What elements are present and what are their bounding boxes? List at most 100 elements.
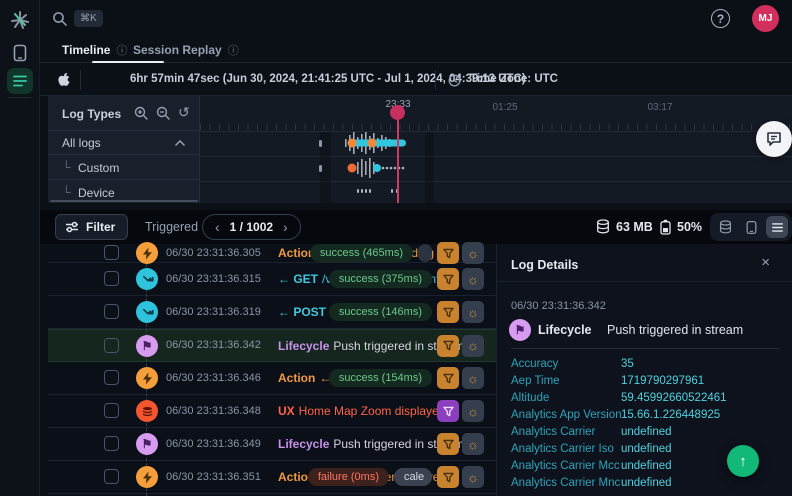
row-checkbox[interactable] [104,337,119,353]
timeline-row-custom[interactable]: └ Custom [48,156,199,180]
log-row[interactable]: 06/30 23:31:36.319 ← POST/v1/profile/tas… [48,296,496,329]
scroll-to-top-button[interactable]: ↑ [727,445,759,477]
speech-bubble-icon [767,132,781,146]
log-timestamp: 06/30 23:31:36.351 [166,470,261,483]
log-row[interactable]: 06/30 23:31:36.315 ← GET/v1/last-mile/re… [48,263,496,296]
row-checkbox[interactable] [104,436,119,451]
log-settings-button[interactable]: ☼ [462,242,484,264]
field-value: undefined [621,443,672,455]
log-row[interactable]: 06/30 23:31:36.351 Action← Read Calendar… [48,461,496,494]
field-key: Altitude [511,392,550,404]
row-label: Device [78,186,115,200]
starburst-logo-icon [11,11,29,29]
battery-level: 50% [660,219,702,235]
sidebar-divider [8,97,31,98]
search-shortcut-badge[interactable]: ⌘K [74,10,103,27]
feedback-chat-button[interactable] [756,121,792,157]
log-row[interactable]: 06/30 23:31:36.348 UX Home Map Zoom displ… [48,395,496,428]
filter-by-log-button[interactable] [437,268,459,290]
detail-field: Analytics Carrier Mnc undefined [511,477,779,494]
zoom-in-button[interactable] [134,106,150,122]
phone-icon [13,44,27,62]
log-message: UX Home Map Zoom displayed [278,404,446,418]
network-log-icon [136,268,158,290]
close-icon[interactable]: × [761,254,770,271]
timeline-row-device[interactable]: └ Device [48,181,199,203]
field-key: Analytics Carrier Mnc [511,477,621,489]
zoom-out-button[interactable] [156,106,172,122]
filter-button-label: Filter [86,220,116,234]
app-logo [7,7,33,33]
row-checkbox[interactable] [104,403,119,418]
detail-field: Altitude 59.45992660522461 [511,392,779,409]
network-log-icon [136,301,158,323]
user-avatar[interactable]: MJ [752,5,779,32]
view-toggle-list[interactable] [766,216,788,238]
next-page-button[interactable]: › [283,219,288,235]
field-value: 59.45992660522461 [621,392,727,404]
view-toggle-device[interactable] [740,216,762,238]
field-key: Analytics Carrier Iso [511,443,614,455]
field-value: 35 [621,358,634,370]
log-message: Lifecycle Push triggered in stream [278,338,465,353]
log-row[interactable]: 06/30 23:31:36.305 Action← Map Style Loa… [48,242,496,264]
log-settings-button[interactable]: ☼ [462,433,484,455]
row-checkbox[interactable] [104,245,119,260]
row-checkbox[interactable] [104,469,119,484]
row-checkbox[interactable] [104,271,119,286]
view-toggle [710,213,792,241]
ruler-tick-label: 03:17 [647,102,673,113]
timezone-label: Time Zone: UTC [470,73,558,85]
memory-value: 63 MB [616,219,653,234]
status-badge: success (465ms) [309,244,413,262]
tab-timeline[interactable]: Timeline ⓘ [62,39,127,61]
filter-by-log-button[interactable] [437,466,459,488]
info-icon[interactable]: ⓘ [227,45,239,57]
log-settings-button[interactable]: ☼ [462,268,484,290]
search-button[interactable] [52,11,68,27]
sidebar-item-device[interactable] [7,40,33,66]
ruler-ticks [200,124,792,130]
row-checkbox[interactable] [104,304,119,319]
timeline-row-all-logs[interactable]: All logs [48,131,199,155]
horizontal-scrollbar[interactable] [50,200,198,202]
prev-page-button[interactable]: ‹ [215,219,220,235]
filter-by-log-button[interactable] [437,301,459,323]
sidebar-item-logs[interactable] [7,68,33,94]
log-row[interactable]: ⚑ 06/30 23:31:36.349 Lifecycle Push trigg… [48,428,577,462]
view-toggle-data[interactable] [714,216,736,238]
filter-by-log-button[interactable] [437,242,459,264]
log-types-column: Log Types ↺ [48,96,200,203]
reset-zoom-button[interactable]: ↺ [178,104,190,120]
log-settings-button[interactable]: ☼ [462,334,484,357]
filter-by-log-button[interactable] [437,334,459,357]
field-key: Aep Time [511,375,560,387]
truncated-badge [418,244,432,262]
status-badge: failure (0ms) [307,468,389,486]
log-types-header: Log Types ↺ [48,96,199,131]
info-icon[interactable]: ⓘ [116,45,128,57]
filter-button[interactable]: Filter [55,214,129,240]
log-settings-button[interactable]: ☼ [462,301,484,323]
log-row[interactable]: 06/30 23:31:36.346 Action← Submit Rating… [48,362,496,395]
log-settings-button[interactable]: ☼ [462,367,484,389]
ruler-tick-label: 01:25 [492,102,518,113]
timeline-chart[interactable]: 01:25 03:17 [200,96,792,203]
field-value: 15.66.1.226448925 [621,409,721,421]
filter-by-log-button[interactable] [437,433,459,455]
filter-by-log-button[interactable] [437,400,459,422]
playhead-line[interactable] [397,110,399,203]
filter-by-log-button[interactable] [437,367,459,389]
chevron-up-icon[interactable] [175,140,185,146]
log-list: 06/30 23:31:36.305 Action← Map Style Loa… [48,242,577,496]
tab-session-replay[interactable]: Session Replay ⓘ [133,39,239,61]
divider [511,348,779,349]
battery-icon [660,219,671,235]
details-title: Log Details [511,258,579,272]
log-settings-button[interactable]: ☼ [462,400,484,422]
log-settings-button[interactable]: ☼ [462,466,484,488]
playhead-handle[interactable] [390,105,405,120]
log-row-selected[interactable]: ⚑ 06/30 23:31:36.342 Lifecycle Push trigg… [48,329,577,364]
row-checkbox[interactable] [104,370,119,385]
help-button[interactable]: ? [711,9,730,28]
